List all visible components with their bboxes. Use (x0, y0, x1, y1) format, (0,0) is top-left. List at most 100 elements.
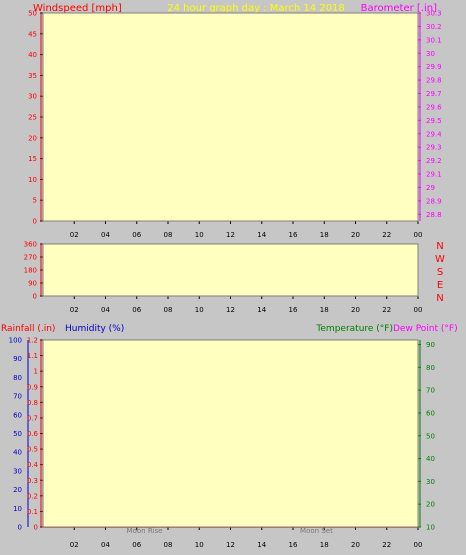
wind-plot-area (42, 12, 419, 222)
direction-tick-label: 270 (24, 254, 37, 262)
direction-tick-label: 0 (33, 293, 37, 301)
x-tick-label: 22 (382, 231, 391, 239)
x-tick-label: 10 (195, 306, 204, 314)
y-left-tick-label: 50 (28, 10, 37, 18)
compass-label: E (437, 280, 443, 291)
rain-tick-label: 0.1 (27, 508, 38, 516)
rain-tick-label: 0.4 (27, 461, 39, 469)
graph-title: 24 hour graph day : March 14 2018 (167, 3, 345, 14)
x-tick-label: 06 (132, 541, 141, 549)
y-left-tick-label: 35 (28, 72, 37, 80)
humidity-tick-label: 60 (13, 411, 22, 419)
temp-tick-label: 40 (426, 455, 435, 463)
y-right-tick-label: 29 (426, 184, 435, 192)
y-right-tick-label: 29.2 (426, 157, 442, 165)
x-tick-label: 20 (351, 541, 360, 549)
y-left-tick-label: 10 (28, 176, 37, 184)
y-left-tick-label: 45 (28, 30, 37, 38)
rain-tick-label: 1.2 (27, 337, 38, 345)
y-right-tick-label: 28.9 (426, 197, 442, 205)
humidity-tick-label: 20 (13, 486, 22, 494)
x-tick-label: 22 (382, 306, 391, 314)
humidity-tick-label: 80 (13, 374, 22, 382)
x-tick-label: 14 (257, 306, 266, 314)
temp-tick-label: 10 (426, 524, 435, 532)
x-tick-label: 22 (382, 541, 391, 549)
rain-tick-label: 0.6 (27, 430, 39, 438)
humidity-tick-label: 100 (9, 337, 22, 345)
y-right-tick-label: 30.1 (426, 36, 442, 44)
x-tick-label: 00 (414, 231, 423, 239)
x-tick-label: 06 (132, 306, 141, 314)
compass-label: N (436, 241, 443, 252)
x-tick-label: 12 (226, 231, 235, 239)
y-left-tick-label: 20 (28, 134, 37, 142)
y-right-tick-label: 30.3 (426, 10, 442, 18)
barometer-axis-label: Barometer [.in] (361, 3, 437, 14)
y-right-tick-label: 29.9 (426, 63, 442, 71)
x-tick-label: 08 (164, 231, 173, 239)
x-tick-label: 20 (351, 231, 360, 239)
x-tick-label: 08 (164, 306, 173, 314)
y-right-tick-label: 29.8 (426, 77, 442, 85)
temperature-plot-area (42, 339, 419, 528)
y-right-tick-label: 29.1 (426, 171, 442, 179)
y-left-tick-label: 40 (28, 51, 37, 59)
rain-tick-label: 0.5 (27, 446, 38, 454)
x-tick-label: 00 (414, 306, 423, 314)
y-left-tick-label: 15 (28, 155, 37, 163)
temp-tick-label: 20 (426, 501, 435, 509)
rain-tick-label: 1.1 (27, 352, 38, 360)
temp-tick-label: 60 (426, 409, 435, 417)
x-tick-label: 04 (101, 231, 110, 239)
x-tick-label: 18 (320, 541, 329, 549)
x-tick-label: 12 (226, 541, 235, 549)
y-right-tick-label: 30.2 (426, 23, 442, 31)
y-right-tick-label: 29.4 (426, 130, 442, 138)
temp-tick-label: 90 (426, 341, 435, 349)
y-left-tick-label: 0 (33, 218, 37, 226)
x-tick-label: 06 (132, 231, 141, 239)
y-left-tick-label: 5 (33, 197, 37, 205)
temperature-axis-label: Temperature (°F) (315, 324, 393, 334)
rain-tick-label: 0.8 (27, 399, 38, 407)
direction-tick-label: 360 (24, 241, 37, 249)
humidity-axis-label: Humidity (%) (65, 324, 124, 334)
y-right-tick-label: 29.7 (426, 90, 442, 98)
x-tick-label: 02 (70, 306, 79, 314)
humidity-tick-label: 50 (13, 430, 22, 438)
compass-label: N (436, 293, 443, 304)
temp-tick-label: 30 (426, 478, 435, 486)
x-tick-label: 12 (226, 306, 235, 314)
humidity-tick-label: 10 (13, 505, 22, 513)
rain-tick-label: 0.3 (27, 477, 38, 485)
x-tick-label: 14 (257, 541, 266, 549)
direction-tick-label: 90 (28, 280, 37, 288)
direction-plot-area (42, 243, 419, 297)
compass-label: S (437, 267, 443, 278)
x-tick-label: 10 (195, 541, 204, 549)
x-tick-label: 16 (289, 231, 298, 239)
compass-label: W (435, 254, 445, 265)
rainfall-axis-label: Rainfall (.in) (1, 324, 55, 334)
humidity-tick-label: 40 (13, 449, 22, 457)
rain-tick-label: 0.2 (27, 492, 38, 500)
temp-tick-label: 50 (426, 432, 435, 440)
x-tick-label: 16 (289, 541, 298, 549)
x-tick-label: 04 (101, 541, 110, 549)
x-tick-label: 14 (257, 231, 266, 239)
humidity-tick-label: 30 (13, 467, 22, 475)
y-right-tick-label: 29.5 (426, 117, 442, 125)
y-left-tick-label: 30 (28, 93, 37, 101)
x-tick-label: 04 (101, 306, 110, 314)
x-tick-label: 10 (195, 231, 204, 239)
x-tick-label: 20 (351, 306, 360, 314)
windspeed-axis-label: Windspeed [mph] (33, 3, 122, 14)
y-left-tick-label: 25 (28, 114, 37, 122)
x-tick-label: 02 (70, 541, 79, 549)
x-tick-label: 18 (320, 231, 329, 239)
rain-tick-label: 0.7 (27, 414, 38, 422)
y-right-tick-label: 29.3 (426, 144, 442, 152)
x-tick-label: 16 (289, 306, 298, 314)
rain-tick-label: 0 (34, 524, 38, 532)
